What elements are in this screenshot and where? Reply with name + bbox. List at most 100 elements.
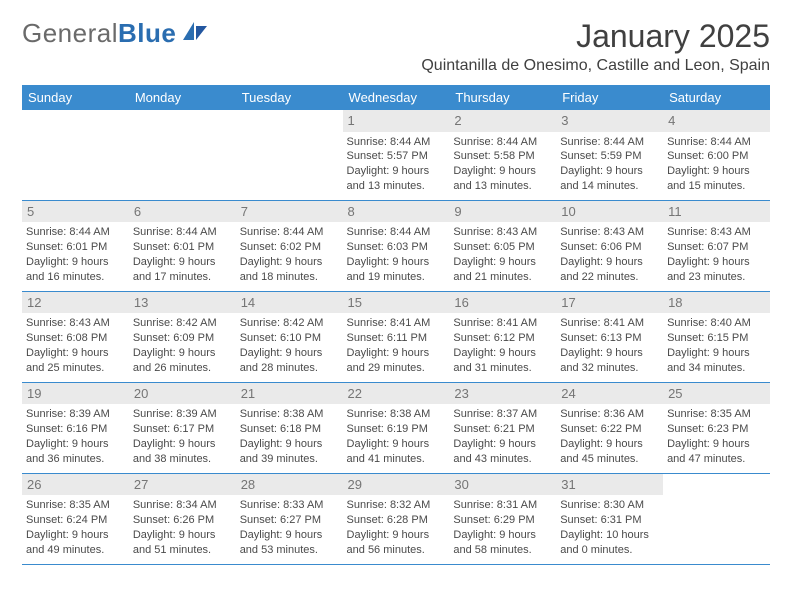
daylight-line: Daylight: 9 hours <box>453 528 552 543</box>
calendar-day-cell: 6Sunrise: 8:44 AMSunset: 6:01 PMDaylight… <box>129 200 236 291</box>
day-number: 18 <box>663 292 770 314</box>
daylight-line: Daylight: 9 hours <box>560 164 659 179</box>
daylight-line: Daylight: 9 hours <box>26 255 125 270</box>
sunrise-line: Sunrise: 8:44 AM <box>453 135 552 150</box>
sunset-line: Sunset: 6:21 PM <box>453 422 552 437</box>
calendar-day-cell: 13Sunrise: 8:42 AMSunset: 6:09 PMDayligh… <box>129 291 236 382</box>
calendar-day-cell: 25Sunrise: 8:35 AMSunset: 6:23 PMDayligh… <box>663 382 770 473</box>
daylight-line: and 41 minutes. <box>347 452 446 467</box>
daylight-line: and 47 minutes. <box>667 452 766 467</box>
calendar-day-cell <box>236 110 343 200</box>
weekday-header: Monday <box>129 85 236 110</box>
daylight-line: and 22 minutes. <box>560 270 659 285</box>
daylight-line: and 16 minutes. <box>26 270 125 285</box>
brand-part1: General <box>22 18 118 48</box>
daylight-line: Daylight: 9 hours <box>26 437 125 452</box>
calendar-day-cell <box>129 110 236 200</box>
sunrise-line: Sunrise: 8:38 AM <box>240 407 339 422</box>
calendar-head: Sunday Monday Tuesday Wednesday Thursday… <box>22 85 770 110</box>
sunrise-line: Sunrise: 8:41 AM <box>560 316 659 331</box>
day-number: 8 <box>343 201 450 223</box>
calendar-day-cell <box>22 110 129 200</box>
day-number: 16 <box>449 292 556 314</box>
daylight-line: Daylight: 9 hours <box>347 437 446 452</box>
sunset-line: Sunset: 6:03 PM <box>347 240 446 255</box>
sunset-line: Sunset: 6:09 PM <box>133 331 232 346</box>
sunset-line: Sunset: 6:10 PM <box>240 331 339 346</box>
daylight-line: and 36 minutes. <box>26 452 125 467</box>
weekday-header: Saturday <box>663 85 770 110</box>
sunrise-line: Sunrise: 8:44 AM <box>667 135 766 150</box>
day-number: 30 <box>449 474 556 496</box>
sunrise-line: Sunrise: 8:41 AM <box>453 316 552 331</box>
sunrise-line: Sunrise: 8:44 AM <box>347 135 446 150</box>
sunrise-line: Sunrise: 8:30 AM <box>560 498 659 513</box>
sunset-line: Sunset: 6:23 PM <box>667 422 766 437</box>
sunset-line: Sunset: 6:16 PM <box>26 422 125 437</box>
calendar-week: 19Sunrise: 8:39 AMSunset: 6:16 PMDayligh… <box>22 382 770 473</box>
calendar-day-cell: 27Sunrise: 8:34 AMSunset: 6:26 PMDayligh… <box>129 473 236 564</box>
weekday-header: Friday <box>556 85 663 110</box>
day-number: 23 <box>449 383 556 405</box>
calendar-day-cell: 12Sunrise: 8:43 AMSunset: 6:08 PMDayligh… <box>22 291 129 382</box>
sunset-line: Sunset: 6:12 PM <box>453 331 552 346</box>
daylight-line: and 13 minutes. <box>347 179 446 194</box>
sunrise-line: Sunrise: 8:43 AM <box>453 225 552 240</box>
calendar-table: Sunday Monday Tuesday Wednesday Thursday… <box>22 85 770 565</box>
day-number: 7 <box>236 201 343 223</box>
daylight-line: Daylight: 9 hours <box>453 164 552 179</box>
calendar-day-cell: 1Sunrise: 8:44 AMSunset: 5:57 PMDaylight… <box>343 110 450 200</box>
sunset-line: Sunset: 6:08 PM <box>26 331 125 346</box>
daylight-line: and 32 minutes. <box>560 361 659 376</box>
calendar-day-cell: 28Sunrise: 8:33 AMSunset: 6:27 PMDayligh… <box>236 473 343 564</box>
calendar-day-cell: 30Sunrise: 8:31 AMSunset: 6:29 PMDayligh… <box>449 473 556 564</box>
day-number: 21 <box>236 383 343 405</box>
calendar-day-cell: 10Sunrise: 8:43 AMSunset: 6:06 PMDayligh… <box>556 200 663 291</box>
daylight-line: Daylight: 9 hours <box>667 437 766 452</box>
daylight-line: Daylight: 9 hours <box>560 255 659 270</box>
daylight-line: Daylight: 9 hours <box>453 255 552 270</box>
sunrise-line: Sunrise: 8:42 AM <box>240 316 339 331</box>
sunrise-line: Sunrise: 8:44 AM <box>560 135 659 150</box>
calendar-day-cell: 26Sunrise: 8:35 AMSunset: 6:24 PMDayligh… <box>22 473 129 564</box>
calendar-day-cell: 17Sunrise: 8:41 AMSunset: 6:13 PMDayligh… <box>556 291 663 382</box>
day-number: 31 <box>556 474 663 496</box>
day-number: 12 <box>22 292 129 314</box>
sail-icon <box>180 20 210 47</box>
sunrise-line: Sunrise: 8:34 AM <box>133 498 232 513</box>
daylight-line: Daylight: 9 hours <box>240 346 339 361</box>
calendar-day-cell: 23Sunrise: 8:37 AMSunset: 6:21 PMDayligh… <box>449 382 556 473</box>
daylight-line: Daylight: 9 hours <box>26 528 125 543</box>
sunrise-line: Sunrise: 8:39 AM <box>26 407 125 422</box>
sunset-line: Sunset: 5:57 PM <box>347 149 446 164</box>
month-title: January 2025 <box>421 18 770 55</box>
day-number: 2 <box>449 110 556 132</box>
calendar-day-cell: 5Sunrise: 8:44 AMSunset: 6:01 PMDaylight… <box>22 200 129 291</box>
sunrise-line: Sunrise: 8:39 AM <box>133 407 232 422</box>
day-number: 13 <box>129 292 236 314</box>
day-number: 28 <box>236 474 343 496</box>
day-number: 25 <box>663 383 770 405</box>
brand-part2: Blue <box>118 18 176 48</box>
daylight-line: and 49 minutes. <box>26 543 125 558</box>
day-number: 5 <box>22 201 129 223</box>
daylight-line: and 39 minutes. <box>240 452 339 467</box>
daylight-line: Daylight: 9 hours <box>133 437 232 452</box>
calendar-day-cell: 9Sunrise: 8:43 AMSunset: 6:05 PMDaylight… <box>449 200 556 291</box>
sunset-line: Sunset: 6:07 PM <box>667 240 766 255</box>
sunset-line: Sunset: 6:31 PM <box>560 513 659 528</box>
daylight-line: Daylight: 9 hours <box>26 346 125 361</box>
sunset-line: Sunset: 6:06 PM <box>560 240 659 255</box>
daylight-line: Daylight: 9 hours <box>560 437 659 452</box>
calendar-day-cell: 3Sunrise: 8:44 AMSunset: 5:59 PMDaylight… <box>556 110 663 200</box>
day-number: 22 <box>343 383 450 405</box>
day-number: 4 <box>663 110 770 132</box>
daylight-line: and 34 minutes. <box>667 361 766 376</box>
calendar-day-cell: 14Sunrise: 8:42 AMSunset: 6:10 PMDayligh… <box>236 291 343 382</box>
daylight-line: and 28 minutes. <box>240 361 339 376</box>
sunset-line: Sunset: 6:17 PM <box>133 422 232 437</box>
daylight-line: Daylight: 9 hours <box>133 255 232 270</box>
calendar-day-cell <box>663 473 770 564</box>
day-number: 11 <box>663 201 770 223</box>
calendar-day-cell: 20Sunrise: 8:39 AMSunset: 6:17 PMDayligh… <box>129 382 236 473</box>
